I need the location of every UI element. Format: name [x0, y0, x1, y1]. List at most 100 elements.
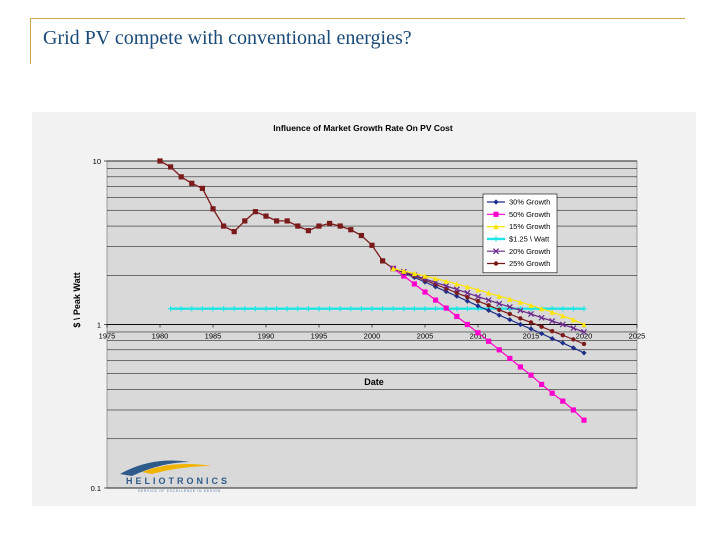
series-historical-point	[168, 164, 174, 170]
legend-swatch-marker	[493, 236, 499, 242]
series-historical-point	[274, 218, 280, 224]
series-1-25-watt-point	[305, 306, 311, 312]
series-1-25-watt-point	[570, 306, 576, 312]
series-15-growth-point	[496, 293, 502, 299]
series-1-25-watt-point	[274, 306, 280, 312]
series-1-25-watt-point	[411, 306, 417, 312]
legend-swatch-marker	[493, 199, 499, 205]
series-50-growth-point	[401, 273, 407, 279]
legend-label: 15% Growth	[509, 222, 550, 231]
series-25-growth-point	[550, 328, 555, 334]
series-historical-point	[327, 220, 333, 227]
heliotronics-logo	[112, 452, 236, 496]
series-50-growth-point	[454, 313, 460, 320]
series-15-growth-point	[454, 281, 460, 287]
y-tick-label: 1	[97, 321, 101, 330]
series-1-25-watt-point	[560, 306, 566, 312]
axes: 1975 1980 1985 1990 1995 2000 2005 2010 2015 2020…	[91, 157, 646, 493]
series-1-25-watt-point	[199, 306, 205, 312]
series-historical-point	[337, 223, 343, 229]
series-15-growth-point	[581, 321, 587, 328]
series-historical-point	[358, 232, 364, 239]
series-15-growth-point	[549, 309, 555, 315]
series-50-growth-point	[517, 364, 523, 370]
series-15-growth-point	[475, 287, 481, 293]
series-25-growth-point	[454, 290, 459, 296]
slide-title-rule	[30, 18, 685, 19]
series-1-25-watt-point	[454, 306, 460, 312]
x-tick-label: 2025	[629, 332, 646, 341]
series-historical-point	[305, 228, 311, 234]
series-20-growth-point	[485, 297, 492, 304]
y-tick-label: 0.1	[91, 484, 101, 493]
series-1-25-watt-point	[295, 306, 301, 312]
series-15-growth-point	[486, 290, 492, 296]
series-20-growth-point	[549, 318, 556, 325]
x-tick-label: 1985	[205, 332, 222, 341]
series-historical-point	[231, 228, 237, 235]
series-30-growth-point	[475, 303, 481, 309]
series-30-growth-point	[486, 307, 492, 313]
series-1-25-watt-point	[358, 306, 364, 312]
marker-stroke	[492, 248, 500, 255]
series-15-growth-point	[433, 275, 439, 282]
marker-stroke	[559, 321, 566, 328]
x-tick-label: 1980	[152, 332, 169, 341]
series-50-growth-point	[570, 407, 576, 413]
series-15-growth-point	[570, 317, 576, 323]
series-50-growth-point	[464, 321, 470, 328]
series-15-growth	[390, 265, 587, 328]
series-1-25-watt-point	[337, 306, 343, 312]
series-30-growth-point	[539, 330, 545, 337]
series-15-growth-point	[443, 278, 449, 284]
marker-stroke	[538, 314, 545, 321]
marker-stroke	[443, 282, 450, 290]
series-historical	[157, 158, 396, 272]
series-50-growth-point	[475, 330, 481, 336]
series-50-growth-point	[411, 281, 417, 287]
marker-stroke	[570, 325, 577, 332]
x-tick-label: 1990	[258, 332, 275, 341]
legend-swatch-marker	[493, 224, 499, 230]
marker-stroke	[506, 303, 513, 310]
series-historical-point	[263, 213, 269, 219]
series-1-25-watt-point	[390, 306, 396, 312]
series-25-growth-point	[507, 311, 512, 317]
series-25-growth-point	[539, 324, 544, 329]
series-historical-point	[157, 158, 163, 164]
series-historical-point	[369, 242, 375, 248]
legend-box	[482, 193, 558, 274]
y-axis-label: $ \ Peak Watt	[72, 272, 82, 327]
series-50-growth-point	[496, 347, 502, 353]
series-30-growth-point	[464, 298, 470, 304]
series-20-growth-point	[506, 303, 513, 310]
x-tick-label: 2000	[364, 332, 381, 341]
series-historical-point	[348, 227, 354, 233]
series-historical-point	[210, 206, 216, 212]
series-50-growth-point	[443, 305, 449, 311]
series-50-growth-point	[581, 417, 587, 423]
series-30-growth-point	[496, 312, 502, 318]
marker-stroke	[580, 328, 588, 336]
series-historical-point	[284, 218, 290, 224]
series-25-growth-point	[581, 341, 587, 347]
series-30-growth-point	[528, 326, 534, 332]
legend-swatch-marker	[493, 211, 499, 217]
series-1-25-watt-point	[348, 306, 354, 312]
series-historical-point	[199, 185, 205, 191]
series-1-25-watt-point	[581, 306, 587, 312]
y-tick-label: 10	[93, 157, 101, 166]
series-20-growth-point	[580, 328, 588, 336]
series-30-growth-point	[454, 293, 460, 299]
legend-label: 20% Growth	[509, 247, 550, 256]
legend-label: $1.25 \ Watt	[509, 235, 550, 244]
series-layer	[157, 158, 588, 423]
x-tick-label: 1995	[311, 332, 328, 341]
series-historical-point	[380, 258, 386, 264]
series-historical-point	[189, 180, 195, 186]
series-20-growth-point	[538, 314, 545, 321]
series-1-25-watt-point	[316, 306, 322, 312]
series-25-growth-point	[528, 320, 534, 325]
series-20-growth-point	[517, 307, 524, 314]
x-tick-label: 1975	[99, 332, 116, 341]
